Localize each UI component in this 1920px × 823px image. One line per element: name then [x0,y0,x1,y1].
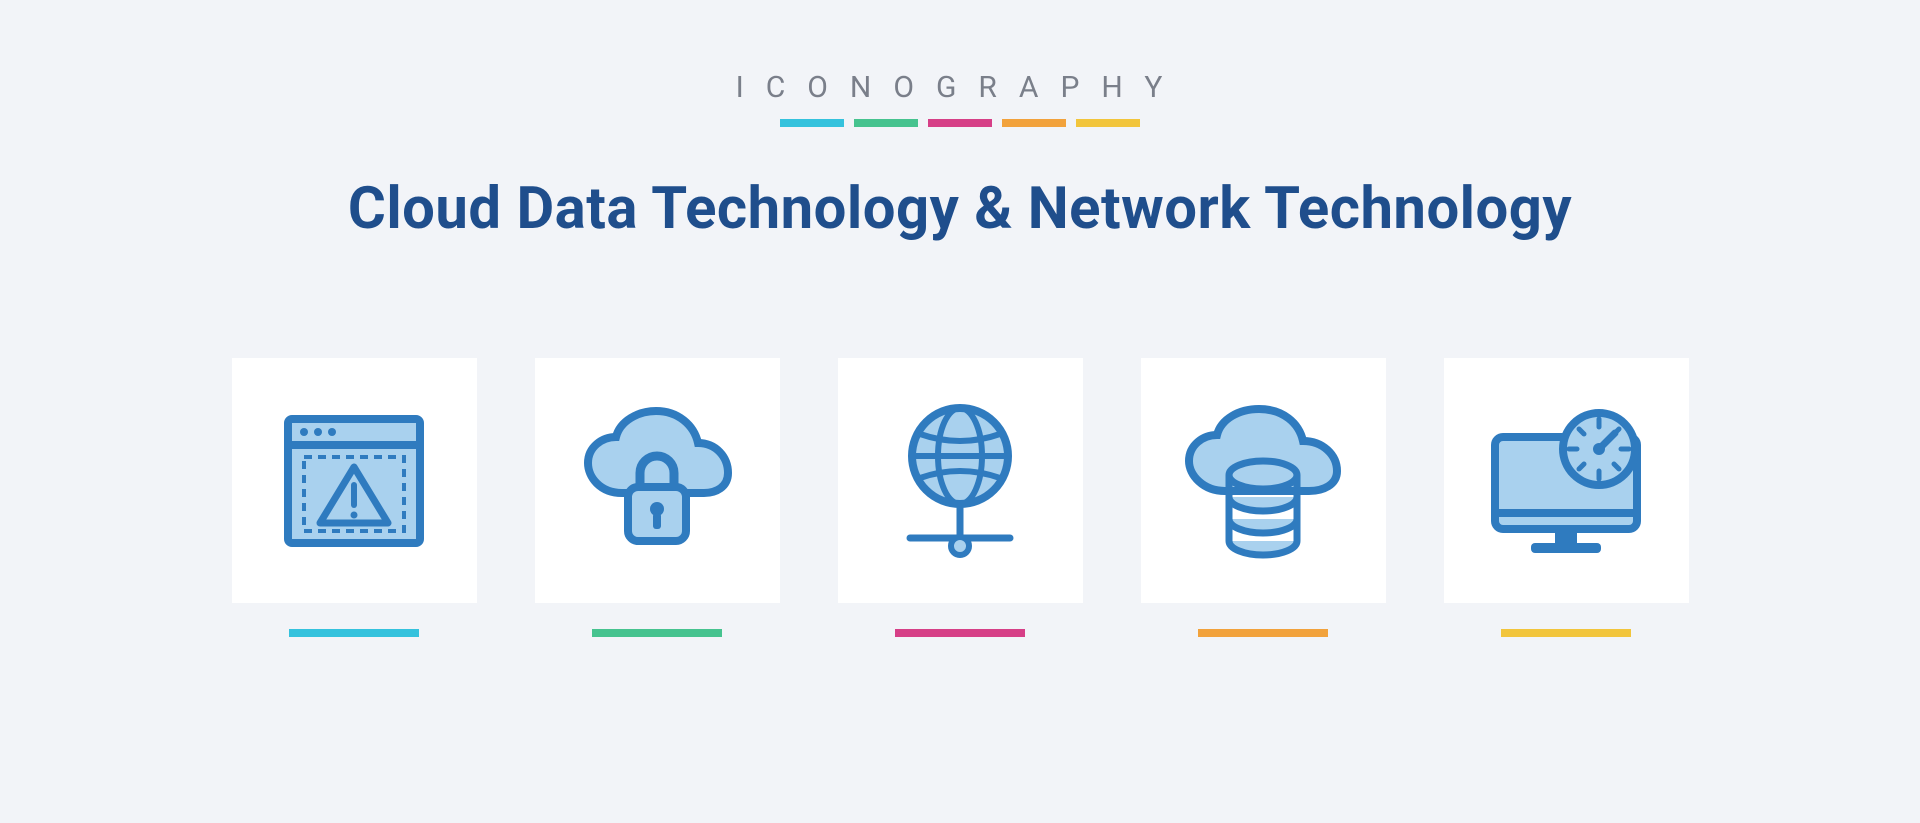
icon-underline [895,629,1025,637]
cloud-database-icon [1173,401,1353,561]
globe-network-icon [880,396,1040,566]
icon-card [838,358,1083,603]
brand-underline-2 [854,119,918,127]
icon-item [232,358,477,637]
icon-underline [592,629,722,637]
icon-underline [1198,629,1328,637]
monitor-gauge-icon [1481,401,1651,561]
icon-item [1444,358,1689,637]
icon-item [838,358,1083,637]
brand-underlines [780,119,1140,127]
icon-card [232,358,477,603]
browser-alert-icon [274,401,434,561]
page-title: Cloud Data Technology & Network Technolo… [348,175,1572,243]
icon-card [535,358,780,603]
page: ICONOGRAPHY Cloud Data Technology & Netw… [0,0,1920,823]
icon-card [1141,358,1386,603]
icon-card [1444,358,1689,603]
icon-underline [1501,629,1631,637]
brand-label: ICONOGRAPHY [736,70,1185,105]
brand-underline-3 [928,119,992,127]
brand-underline-4 [1002,119,1066,127]
brand-underline-1 [780,119,844,127]
header: ICONOGRAPHY Cloud Data Technology & Netw… [348,70,1572,243]
icon-item [535,358,780,637]
brand-underline-5 [1076,119,1140,127]
icon-underline [289,629,419,637]
cloud-lock-icon [572,401,742,561]
icons-row [232,358,1689,637]
icon-item [1141,358,1386,637]
